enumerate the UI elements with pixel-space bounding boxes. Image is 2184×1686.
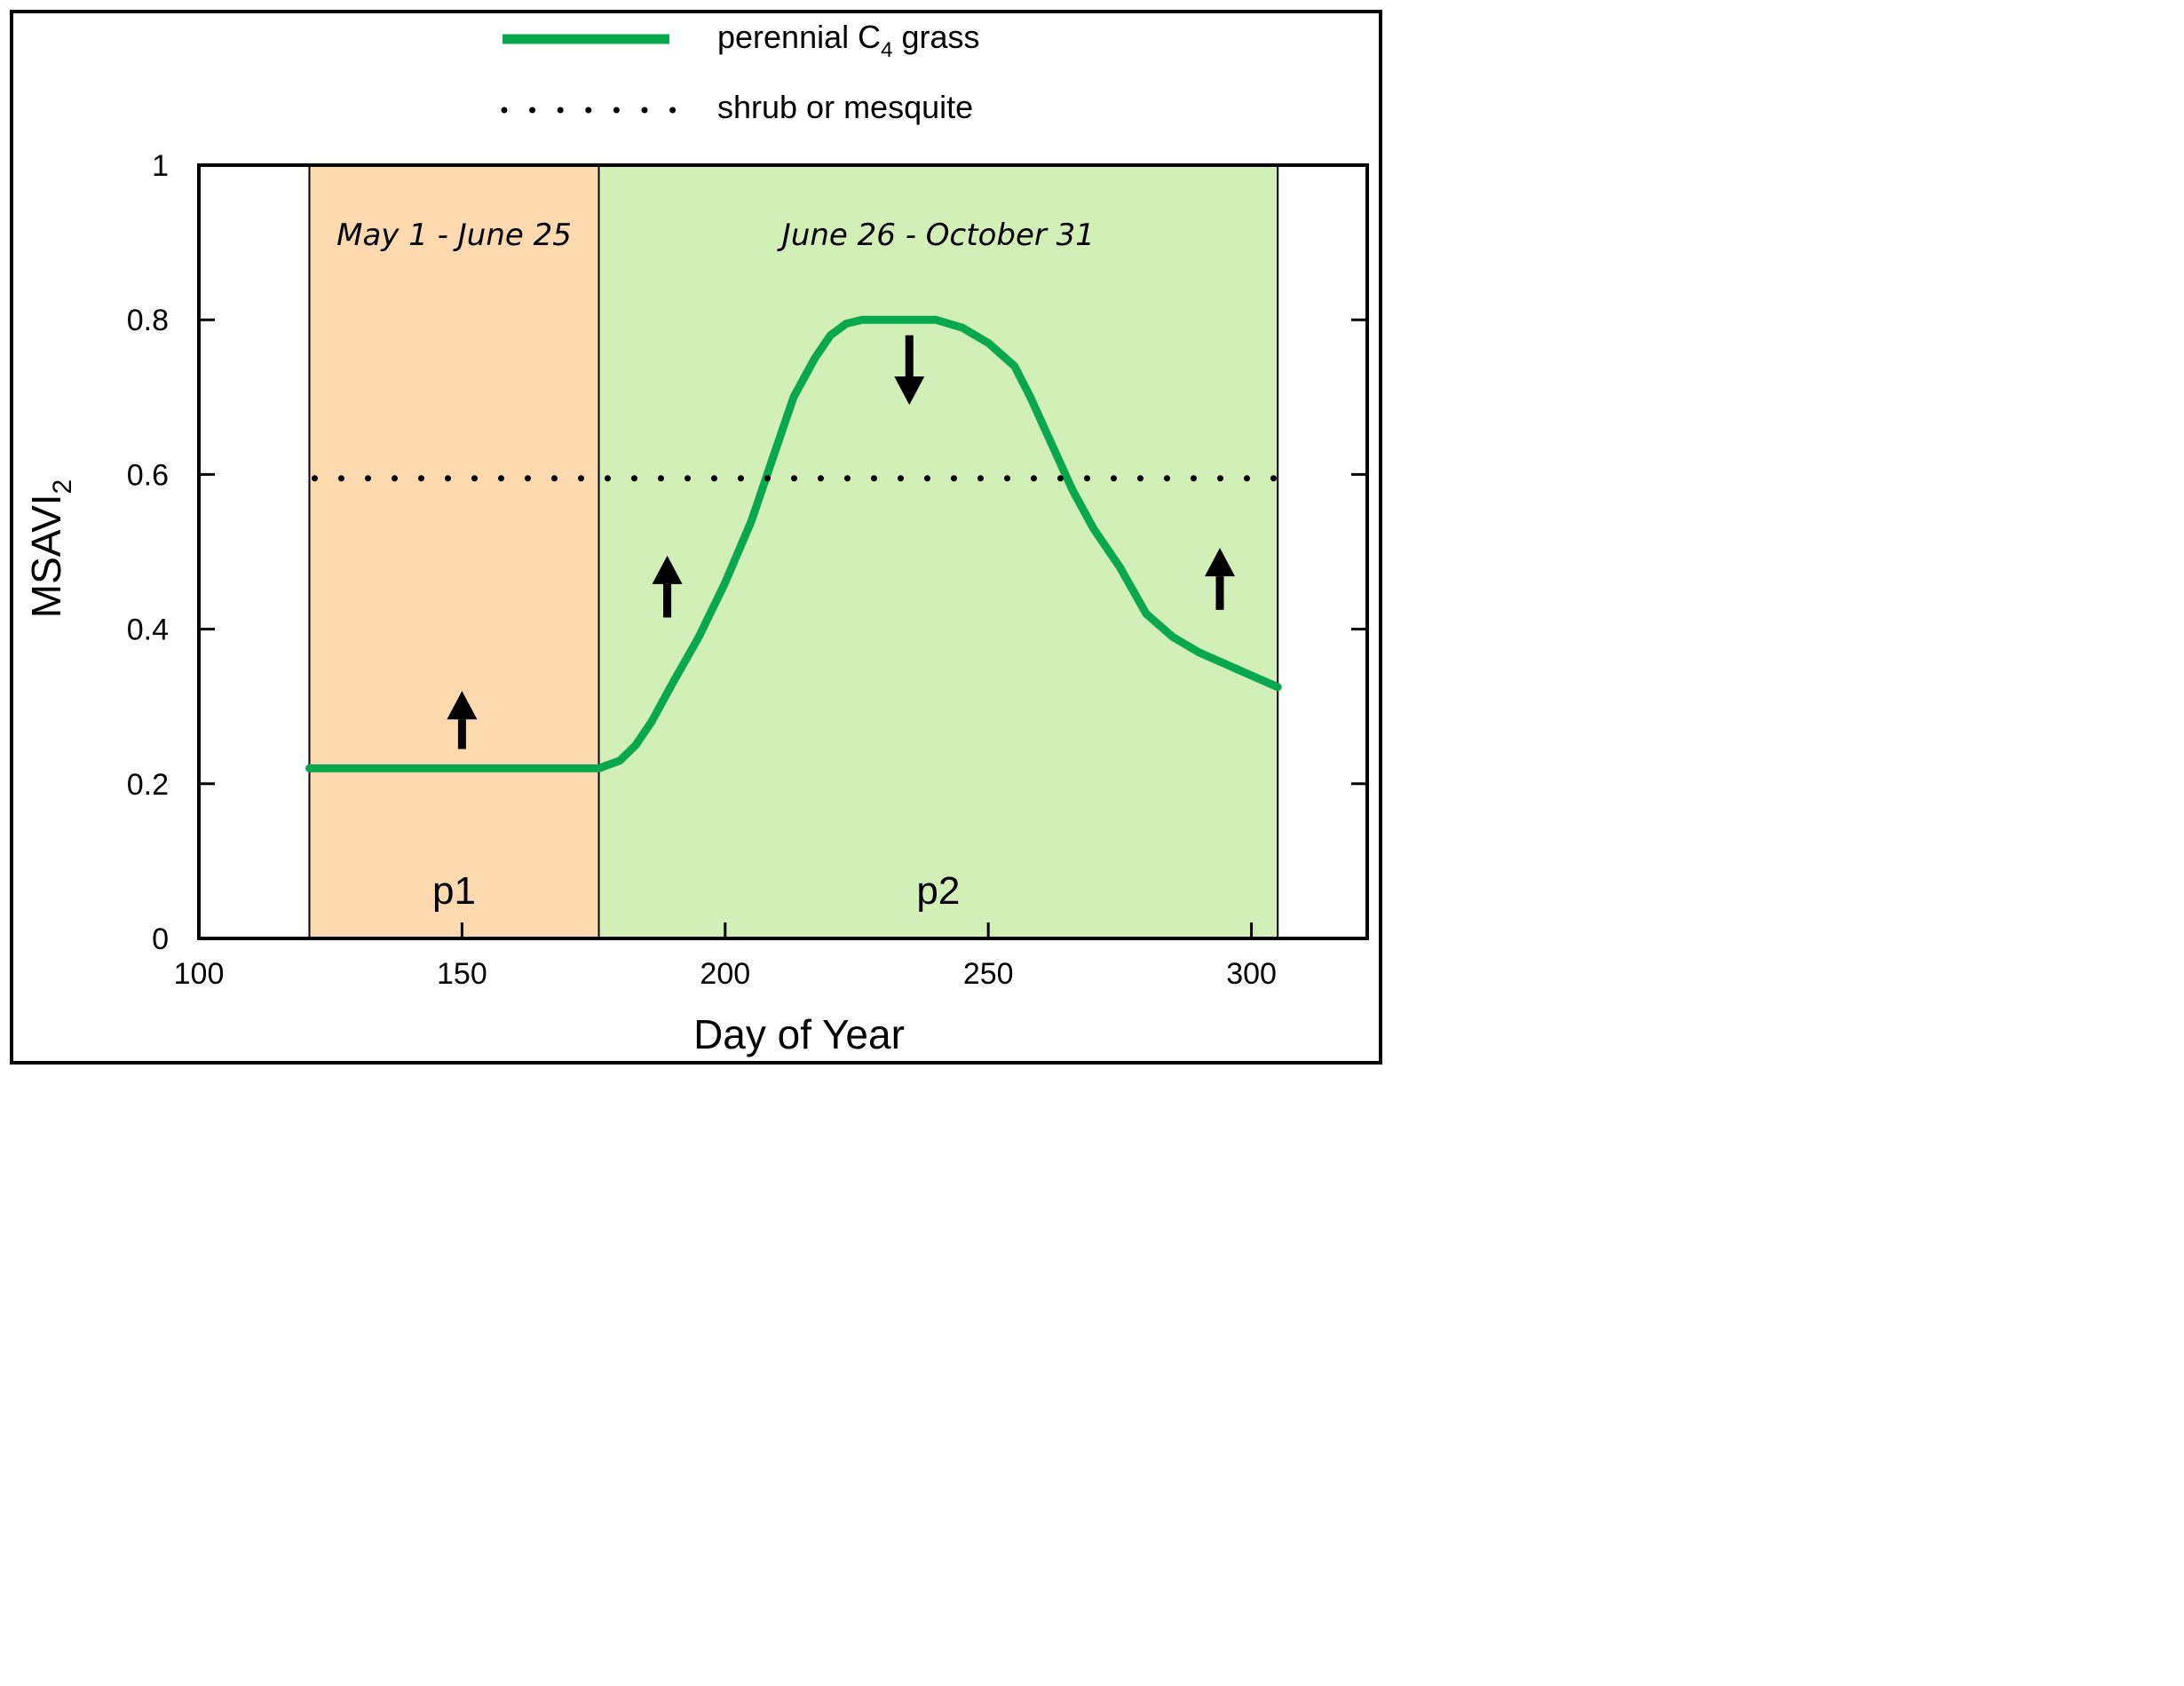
- legend-shrub-label: shrub or mesquite: [717, 89, 973, 125]
- y-tick-label: 0.4: [127, 613, 169, 647]
- legend-grass-label: perennial C4 grass: [717, 19, 980, 62]
- chart: May 1 - June 25 June 26 - October 31 p1 …: [10, 10, 1382, 1065]
- y-tick-label: 0: [152, 922, 169, 956]
- period-p1-background: [309, 165, 599, 938]
- axis-ticks: [197, 163, 1367, 940]
- plot-area-frame: [197, 163, 1369, 940]
- arrow-up-1-head: [447, 691, 478, 720]
- series-perennial-c4-grass-line: [305, 315, 1282, 772]
- y-tick-label: 1: [152, 149, 169, 183]
- y-axis-title-main: MSAVI: [23, 494, 69, 618]
- arrow-up-4-head: [1205, 548, 1236, 577]
- x-tick-label: 200: [700, 957, 750, 991]
- y-tick-label: 0.6: [127, 458, 169, 492]
- period-p2-background: [598, 165, 1278, 938]
- y-tick-label: 0.2: [127, 768, 169, 802]
- y-tick-label: 0.8: [127, 304, 169, 337]
- period-p1-label: p1: [432, 869, 476, 913]
- legend-grass-label-main: perennial C: [717, 19, 881, 55]
- period-p2-label: p2: [916, 869, 960, 913]
- period-p1-date-range: May 1 - June 25: [336, 218, 572, 253]
- x-tick-label: 150: [437, 957, 487, 991]
- arrow-up-2-head: [652, 555, 683, 584]
- legend-grass-label-tail: grass: [892, 19, 979, 55]
- x-tick-label: 300: [1226, 957, 1277, 991]
- x-tick-label: 100: [174, 957, 225, 991]
- legend: perennial C4 grass shrub or mesquite: [501, 19, 980, 125]
- x-tick-labels: 100 150 200 250 300: [174, 957, 1277, 991]
- legend-grass-label-subscript: 4: [881, 38, 892, 62]
- x-tick-label: 250: [963, 957, 1014, 991]
- annotation-arrows: [447, 335, 1236, 749]
- x-axis-title: Day of Year: [693, 1011, 905, 1057]
- y-axis-title-subscript: 2: [48, 479, 77, 495]
- arrow-down-3-head: [894, 376, 925, 406]
- y-tick-labels: 0 0.2 0.4 0.6 0.8 1: [127, 149, 169, 956]
- chart-container: May 1 - June 25 June 26 - October 31 p1 …: [0, 0, 1392, 1074]
- period-p2-date-range: June 26 - October 31: [777, 218, 1095, 253]
- y-axis-title: MSAVI2: [23, 479, 77, 618]
